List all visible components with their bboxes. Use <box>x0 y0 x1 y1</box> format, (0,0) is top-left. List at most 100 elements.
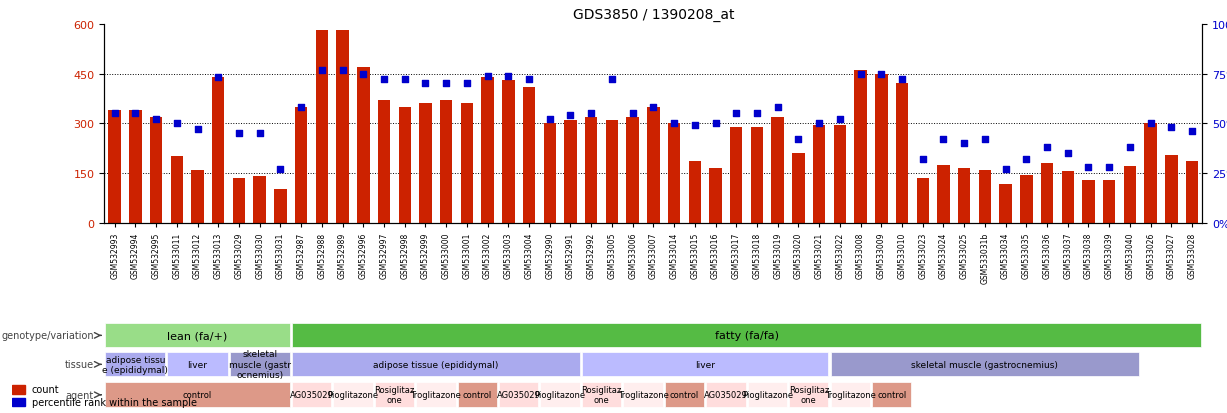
Bar <box>688 162 701 223</box>
Bar <box>709 169 721 223</box>
Bar <box>937 165 950 223</box>
Text: liver: liver <box>188 360 207 369</box>
Point <box>1120 145 1140 151</box>
Bar <box>12 385 25 394</box>
Text: Pioglitazone: Pioglitazone <box>535 390 585 399</box>
Bar <box>502 81 514 223</box>
Bar <box>336 31 348 223</box>
Point <box>250 131 270 137</box>
FancyBboxPatch shape <box>499 382 539 408</box>
Text: Rosiglitaz
one: Rosiglitaz one <box>582 385 622 404</box>
Point <box>789 136 809 143</box>
Bar <box>378 101 390 223</box>
Bar <box>1040 164 1053 223</box>
Text: Troglitazone: Troglitazone <box>825 390 876 399</box>
Bar <box>129 111 141 223</box>
Text: agent: agent <box>66 390 94 400</box>
Bar <box>108 111 121 223</box>
Point <box>1162 125 1182 131</box>
Bar <box>627 117 639 223</box>
Point <box>333 67 352 74</box>
Text: liver: liver <box>696 360 715 369</box>
Text: Pioglitazone: Pioglitazone <box>328 390 378 399</box>
Bar <box>254 177 266 223</box>
Bar <box>730 127 742 223</box>
Bar <box>460 104 474 223</box>
Point <box>602 77 622 83</box>
FancyBboxPatch shape <box>623 382 663 408</box>
Bar <box>1061 172 1074 223</box>
FancyBboxPatch shape <box>831 382 870 408</box>
Bar <box>896 84 908 223</box>
Point <box>312 67 331 74</box>
Bar <box>440 101 453 223</box>
Bar <box>1103 180 1115 223</box>
Point <box>685 123 704 129</box>
FancyBboxPatch shape <box>334 382 373 408</box>
Bar <box>294 107 307 223</box>
FancyBboxPatch shape <box>292 382 331 408</box>
FancyBboxPatch shape <box>168 352 227 377</box>
Point <box>975 136 995 143</box>
Text: Troglitazone: Troglitazone <box>410 390 461 399</box>
Point <box>913 156 933 163</box>
Point <box>458 81 477 88</box>
Text: skeletal
muscle (gastr
ocnemius): skeletal muscle (gastr ocnemius) <box>228 350 291 379</box>
Point <box>104 111 124 117</box>
Bar <box>171 157 183 223</box>
FancyBboxPatch shape <box>106 323 290 348</box>
Text: control: control <box>463 390 492 399</box>
Bar <box>274 190 287 223</box>
Text: Rosiglitaz
one: Rosiglitaz one <box>374 385 415 404</box>
Bar <box>420 104 432 223</box>
FancyBboxPatch shape <box>292 323 1201 348</box>
Point <box>1079 164 1098 171</box>
Bar <box>979 170 991 223</box>
Point <box>561 113 580 119</box>
Bar <box>833 126 847 223</box>
Point <box>706 121 725 127</box>
FancyBboxPatch shape <box>872 382 912 408</box>
Bar <box>1145 124 1157 223</box>
FancyBboxPatch shape <box>747 382 787 408</box>
Bar <box>958 169 971 223</box>
Bar <box>1166 155 1178 223</box>
Bar <box>315 31 328 223</box>
FancyBboxPatch shape <box>229 352 290 377</box>
Bar <box>793 154 805 223</box>
Bar <box>667 124 680 223</box>
Point <box>540 116 560 123</box>
Text: control: control <box>670 390 699 399</box>
Point <box>829 116 849 123</box>
Point <box>747 111 767 117</box>
Point <box>416 81 436 88</box>
Text: percentile rank within the sample: percentile rank within the sample <box>32 397 196 407</box>
Bar <box>150 117 162 223</box>
FancyBboxPatch shape <box>665 382 704 408</box>
FancyBboxPatch shape <box>416 382 455 408</box>
Point <box>477 73 497 80</box>
Point <box>892 77 912 83</box>
Point <box>519 77 539 83</box>
Point <box>437 81 456 88</box>
Point <box>271 166 291 173</box>
Bar <box>854 71 866 223</box>
Bar <box>585 117 598 223</box>
Point <box>374 77 394 83</box>
FancyBboxPatch shape <box>707 382 746 408</box>
Title: GDS3850 / 1390208_at: GDS3850 / 1390208_at <box>573 8 734 22</box>
Bar <box>357 68 369 223</box>
Bar <box>12 398 25 406</box>
Bar <box>606 121 618 223</box>
Bar <box>399 107 411 223</box>
FancyBboxPatch shape <box>374 382 413 408</box>
Text: AG035029: AG035029 <box>704 390 747 399</box>
Point <box>146 116 166 123</box>
Point <box>1099 164 1119 171</box>
Point <box>850 71 870 78</box>
Text: AG035029: AG035029 <box>497 390 541 399</box>
Point <box>353 71 373 78</box>
Bar <box>212 78 225 223</box>
FancyBboxPatch shape <box>789 382 828 408</box>
Bar <box>772 117 784 223</box>
